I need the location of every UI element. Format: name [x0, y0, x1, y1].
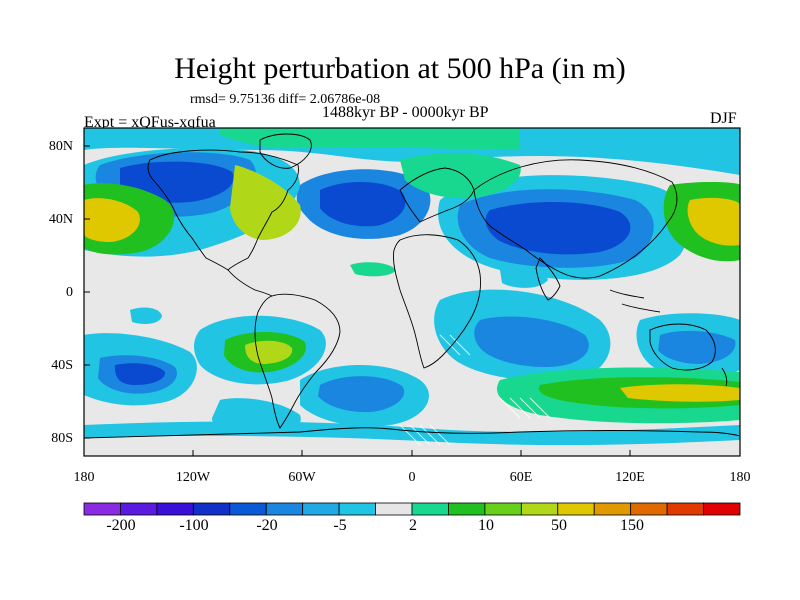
southern-yellow — [620, 384, 740, 402]
pacific-yellow — [84, 198, 140, 242]
colorbar-label: 150 — [620, 517, 644, 534]
colorbar-label: -20 — [256, 517, 278, 534]
colorbar-swatch — [192, 502, 231, 516]
colorbar-swatch — [703, 502, 741, 516]
coast-africa — [393, 234, 481, 369]
lat-label-40n: 40N — [48, 212, 73, 227]
tropic-patch-1 — [130, 307, 162, 324]
lon-label-180w: 180 — [73, 470, 95, 485]
colorbar-label: -200 — [106, 517, 136, 534]
coast-north-america — [147, 149, 299, 271]
colorbar-swatch — [411, 502, 449, 516]
nam-green-yellow — [230, 165, 301, 240]
arctic-green-band — [220, 128, 520, 150]
coast-new-zealand — [721, 367, 728, 387]
coastlines — [84, 133, 740, 439]
lon-label-60e: 60E — [509, 470, 533, 485]
stats-label: rmsd= 9.75136 diff= 2.06786e-08 — [190, 92, 381, 107]
colorbar-label: 2 — [409, 517, 417, 534]
tropic-patch-2 — [350, 262, 396, 277]
north-atlantic-deep — [320, 181, 406, 227]
lon-label-60w: 60W — [288, 470, 316, 485]
colorbar-swatch — [448, 502, 486, 516]
sam-yellow — [245, 340, 293, 364]
lat-label-40s: 40S — [51, 358, 73, 373]
colorbar-label: 50 — [551, 517, 567, 534]
lon-label-120w: 120W — [175, 470, 211, 485]
season-label: DJF — [710, 110, 737, 127]
contour-field — [84, 128, 740, 456]
colorbar-label: -5 — [333, 517, 347, 534]
aus-blue — [658, 330, 736, 364]
colorbar-swatch — [557, 502, 595, 516]
colorbar-swatch — [338, 502, 376, 516]
coast-india — [535, 257, 561, 301]
coast-central-america — [227, 269, 273, 297]
coast-indonesia — [609, 289, 661, 313]
experiment-label: Expt = xQFus-xqfua — [84, 114, 216, 131]
lat-label-0: 0 — [66, 285, 73, 300]
colorbar-swatch — [156, 502, 194, 516]
lon-label-120e: 120E — [615, 470, 645, 485]
coast-antarctica — [84, 427, 740, 439]
colorbar-swatch — [229, 502, 267, 516]
satl-blue — [318, 376, 405, 413]
coast-greenland — [259, 133, 312, 169]
tropic-patch-3 — [500, 268, 548, 288]
antarctic-neutral — [84, 435, 740, 456]
colorbar-label: -100 — [179, 517, 209, 534]
coast-south-america — [254, 293, 341, 429]
lon-label-0: 0 — [408, 470, 416, 485]
colorbar-swatch — [83, 502, 121, 516]
europe-green — [400, 153, 521, 199]
indian-blue — [474, 316, 589, 368]
asia-deep — [485, 201, 631, 255]
coast-asia — [473, 159, 678, 279]
colorbar-swatch — [265, 502, 304, 516]
colorbar — [83, 502, 741, 516]
colorbar-swatch — [630, 502, 668, 516]
colorbar-swatch — [484, 502, 522, 516]
spac-deep — [114, 363, 166, 385]
period-label: 1488kyr BP - 0000kyr BP — [322, 104, 489, 121]
lon-label-180e: 180 — [729, 470, 751, 485]
colorbar-swatch — [520, 502, 559, 516]
coast-australia — [649, 323, 716, 371]
colorbar-label: 10 — [478, 517, 494, 534]
coast-europe — [399, 167, 475, 223]
colorbar-swatch — [120, 502, 158, 516]
map-title: Height perturbation at 500 hPa (in m) — [174, 52, 626, 85]
colorbar-swatch — [593, 502, 632, 516]
east-pacific-yellow — [687, 197, 740, 246]
lat-label-80s: 80S — [51, 431, 73, 446]
significance-hatching — [399, 334, 551, 446]
colorbar-swatch — [302, 502, 340, 516]
axis-ticks — [83, 145, 741, 456]
colorbar-swatch — [666, 502, 704, 516]
lat-label-80n: 80N — [48, 139, 73, 154]
colorbar-swatch — [375, 502, 413, 516]
